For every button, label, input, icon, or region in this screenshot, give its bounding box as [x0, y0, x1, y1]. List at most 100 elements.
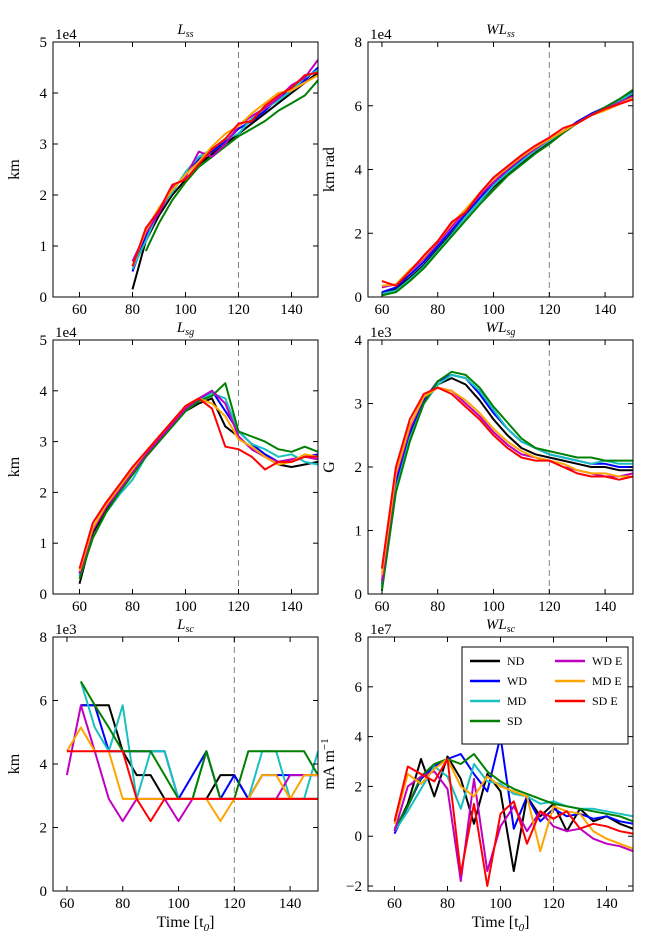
y-axis-label: mA m−1 [319, 738, 338, 789]
series-line-sd-e [66, 750, 318, 823]
series-line-md-e [393, 758, 633, 853]
series-line-sd-e [131, 71, 318, 267]
y-tick-label: 6 [40, 694, 48, 710]
y-tick-label: 3 [40, 435, 48, 451]
y-tick-label: 8 [355, 630, 363, 646]
legend-entry: WD E [592, 654, 622, 668]
x-tick-label: 100 [489, 896, 512, 912]
series-line-wd-e [78, 389, 318, 574]
y-tick-label: 8 [355, 35, 363, 51]
chart-panel-6: 60 80 100 120 140 −2 0 2 4 6 8 1e7 WLsc mA m−1 Time [t… [319, 617, 634, 934]
series-line-sd [393, 753, 633, 830]
y-tick-label: 6 [355, 99, 363, 115]
x-tick-label: 120 [227, 302, 250, 318]
y-tick-label: 2 [355, 460, 363, 476]
axes-frame [52, 636, 319, 892]
legend-entry: MD [507, 694, 527, 708]
legend-entry: SD [507, 714, 523, 728]
y-tick-label: 2 [355, 779, 363, 795]
x-tick-label: 140 [594, 302, 617, 318]
x-tick-label: 80 [115, 896, 130, 912]
chart-title: WLsg [486, 320, 516, 338]
series-line-md [131, 69, 318, 270]
x-tick-label: 80 [125, 302, 140, 318]
y-tick-label: 0 [40, 587, 48, 603]
y-tick-label: 2 [40, 485, 48, 501]
series-line-sd-e [381, 98, 633, 287]
x-tick-label: 120 [223, 896, 246, 912]
chart-title: Lsc [176, 617, 194, 635]
x-tick-label: 140 [595, 896, 618, 912]
x-tick-label: 80 [430, 599, 445, 615]
x-tick-label: 140 [280, 302, 303, 318]
y-tick-label: 4 [355, 333, 363, 349]
axes-frame [367, 41, 634, 298]
chart-title: Lsg [176, 320, 194, 338]
y-tick-label: 1 [355, 524, 363, 540]
x-tick-label: 80 [440, 896, 455, 912]
series-line-md-e [381, 96, 633, 287]
x-tick-label: 120 [542, 896, 565, 912]
series-line-sd [380, 370, 633, 591]
y-tick-label: 4 [355, 163, 363, 179]
series-line-sd [80, 680, 318, 800]
x-tick-label: 100 [174, 599, 197, 615]
x-tick-label: 140 [594, 599, 617, 615]
y-tick-label: 5 [40, 35, 48, 51]
axis-multiplier: 1e7 [370, 622, 392, 638]
series-line-wd [78, 389, 318, 574]
y-tick-label: 0 [40, 884, 48, 900]
axis-multiplier: 1e3 [55, 622, 77, 638]
x-tick-label: 120 [538, 599, 561, 615]
series-line-wd-e [393, 770, 633, 882]
y-tick-label: 0 [355, 290, 363, 306]
y-axis-label: km rad [321, 147, 338, 192]
y-tick-label: 0 [355, 829, 363, 845]
chart-title: WLsc [486, 617, 516, 635]
y-tick-label: 4 [355, 730, 363, 746]
x-axis-label: Time [t0] [157, 914, 215, 934]
y-tick-label: 0 [40, 290, 48, 306]
x-tick-label: 100 [167, 896, 190, 912]
series-line-wd-e [381, 95, 633, 289]
axes-frame [52, 339, 319, 595]
y-axis-label: km [6, 159, 23, 180]
x-tick-label: 100 [482, 302, 505, 318]
y-tick-label: 4 [40, 384, 48, 400]
chart-panel-5: 60 80 100 120 140 0 2 4 6 8 1e3 Lsc km Time [t0] [6, 617, 319, 934]
x-tick-label: 120 [538, 302, 561, 318]
chart-panel-1: 60 80 100 120 140 0 1 2 3 4 5 1e4 Lss km [6, 22, 319, 318]
chart-title: WLss [486, 22, 515, 40]
axes-frame [52, 41, 319, 298]
series-line-nd [131, 71, 318, 290]
y-tick-label: −2 [346, 879, 362, 895]
x-axis-label: Time [t0] [472, 914, 530, 934]
x-tick-label: 80 [125, 599, 140, 615]
chart-panel-3: 60 80 100 120 140 0 1 2 3 4 5 1e4 Lsg km [6, 320, 319, 615]
series-line-md-e [78, 397, 318, 572]
x-tick-label: 140 [279, 896, 302, 912]
series-line-md-e [380, 386, 633, 576]
x-tick-label: 60 [374, 302, 389, 318]
y-tick-label: 1 [40, 239, 48, 255]
series-line-md [78, 392, 318, 577]
series-line-nd [393, 755, 633, 873]
x-tick-label: 60 [72, 302, 87, 318]
axis-multiplier: 1e4 [370, 27, 392, 43]
series-line-sd-e [78, 397, 318, 569]
x-tick-label: 100 [482, 599, 505, 615]
series-line-wd [131, 66, 318, 272]
y-axis-label: G [321, 461, 338, 473]
series-line-sd-e [393, 758, 633, 887]
y-tick-label: 0 [355, 587, 363, 603]
chart-title: Lss [176, 22, 193, 40]
x-tick-label: 60 [59, 896, 74, 912]
chart-panel-4: 60 80 100 120 140 0 1 2 3 4 1e3 WLsg G [321, 320, 634, 615]
y-axis-label: km [6, 753, 23, 774]
legend-entry: ND [507, 654, 525, 668]
x-tick-label: 100 [174, 302, 197, 318]
series-line-sd-e [380, 386, 633, 569]
y-tick-label: 2 [40, 821, 48, 837]
axis-multiplier: 1e3 [370, 325, 392, 341]
